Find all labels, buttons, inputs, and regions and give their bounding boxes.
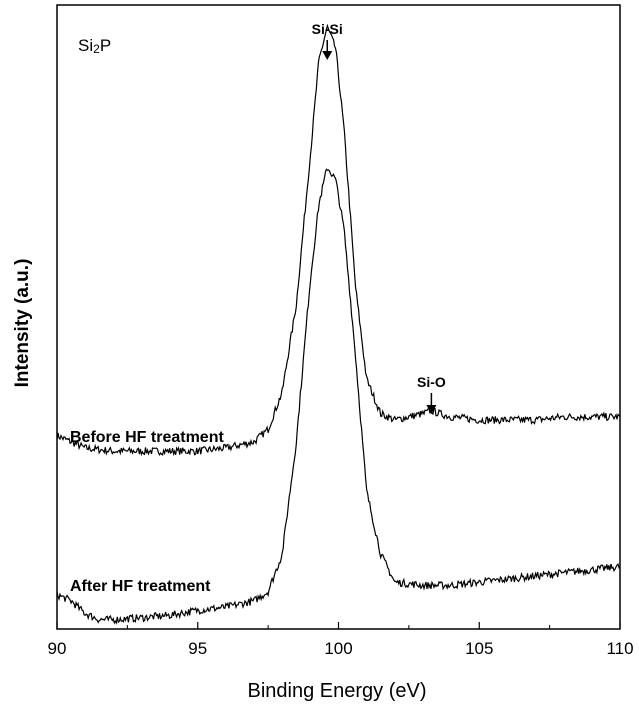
series-line-before-hf — [56, 23, 621, 457]
annotation-si-o-arrow-head — [426, 405, 437, 414]
series-line-after-hf — [56, 168, 621, 625]
annotation-si-si-arrow-head — [322, 51, 333, 60]
x-tick-label: 90 — [48, 639, 67, 658]
plot-frame — [56, 4, 621, 630]
x-tick-label: 95 — [188, 639, 207, 658]
plot-area: 90 95 100 105 110 Before HF treatment After HF… — [48, 4, 634, 658]
x-tick-label: 105 — [465, 639, 493, 658]
sample-label: Si2P — [78, 36, 111, 56]
y-axis-title: Intensity (a.u.) — [12, 259, 33, 388]
x-axis-title: Binding Energy (eV) — [248, 680, 427, 702]
series-label-after-hf: After HF treatment — [70, 578, 211, 595]
x-tick-label: 110 — [606, 639, 633, 658]
x-tick-label: 100 — [324, 639, 352, 658]
series-label-before-hf: Before HF treatment — [70, 429, 224, 446]
annotation-si-si-label: Si-Si — [312, 21, 343, 37]
annotation-si-o-label: Si-O — [417, 374, 446, 390]
